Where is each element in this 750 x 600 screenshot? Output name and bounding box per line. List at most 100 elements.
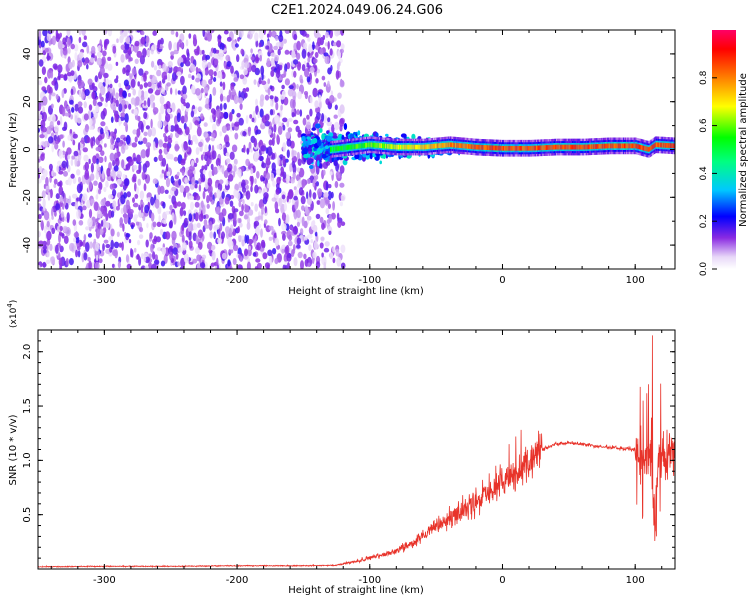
heatmap-cell <box>329 252 334 260</box>
heatmap-cell <box>184 114 188 123</box>
heatmap-cell <box>83 252 88 261</box>
carrier-segment <box>394 144 397 150</box>
heatmap-cell <box>250 56 255 61</box>
heatmap-cell <box>176 127 182 134</box>
heatmap-cell <box>284 30 291 34</box>
heatmap-cell <box>238 235 242 240</box>
carrier-segment <box>600 143 603 149</box>
heatmap-cell <box>43 204 46 211</box>
heatmap-cell <box>288 85 294 90</box>
heatmap-cell <box>46 220 50 228</box>
heatmap-cell <box>286 139 292 147</box>
heatmap-cell <box>83 234 87 242</box>
heatmap-cell <box>180 159 186 166</box>
heatmap-cell <box>169 219 173 229</box>
carrier-segment <box>402 144 404 150</box>
heatmap-cell <box>221 165 225 175</box>
snr-panel: -300 -200 -100 0 100 0.51.01.52.0 Height of … <box>6 300 676 596</box>
carrier-segment <box>437 143 439 149</box>
heatmap-cell <box>150 118 153 129</box>
heatmap-cell <box>204 224 210 229</box>
carrier-segment <box>654 142 657 148</box>
heatmap-cell <box>181 170 185 176</box>
heatmap-cell <box>245 87 250 92</box>
heatmap-cell <box>163 133 167 138</box>
carrier-segment <box>635 143 638 149</box>
heatmap-cell <box>132 197 135 204</box>
carrier-segment <box>331 147 333 152</box>
heatmap-cell <box>88 208 93 219</box>
heatmap-cell <box>282 117 288 123</box>
heatmap-cell <box>300 78 304 84</box>
carrier-segment <box>666 143 668 148</box>
heatmap-cell <box>157 41 161 49</box>
heatmap-cell <box>170 54 174 60</box>
heatmap-cell <box>325 199 330 204</box>
colorbar-tick-label: 0.6 <box>699 118 709 133</box>
carrier-segment <box>354 144 356 149</box>
heatmap-cell <box>222 96 226 101</box>
heatmap-cell <box>319 48 324 55</box>
heatmap-cell <box>89 118 93 126</box>
heatmap-cell <box>319 216 324 224</box>
heatmap-cell <box>255 258 261 263</box>
carrier-segment <box>468 144 470 149</box>
heatmap-cell <box>244 92 248 98</box>
heatmap-cell <box>251 117 255 123</box>
heatmap-cell <box>114 249 118 259</box>
heatmap-cell <box>214 224 220 230</box>
heatmap-cell <box>92 155 97 164</box>
heatmap-cell <box>152 107 159 115</box>
heatmap-cell <box>177 247 184 253</box>
carrier-segment <box>451 142 453 148</box>
heatmap-cell <box>48 93 52 101</box>
carrier-segment <box>637 144 640 149</box>
heatmap-cell <box>87 217 93 228</box>
heatmap-cell <box>262 252 268 260</box>
heatmap-cell <box>68 61 73 70</box>
heatmap-cell <box>167 61 173 68</box>
heatmap-cell <box>330 212 336 220</box>
heatmap-cell <box>253 79 257 85</box>
heatmap-cell <box>38 80 43 86</box>
heatmap-cell <box>221 191 225 200</box>
heatmap-cell <box>135 221 140 226</box>
heatmap-cell <box>285 174 291 183</box>
heatmap-cell <box>190 201 194 211</box>
heatmap-cell <box>283 70 287 78</box>
carrier-segment <box>408 144 410 150</box>
heatmap-cell <box>59 134 64 140</box>
heatmap-cell <box>85 265 90 269</box>
heatmap-cell <box>336 212 340 221</box>
carrier-segment <box>426 144 429 150</box>
heatmap-cell <box>152 141 156 151</box>
heatmap-cell <box>146 222 149 229</box>
heatmap-cell <box>234 121 240 127</box>
heatmap-cell <box>143 256 147 262</box>
heatmap-cell <box>284 78 290 86</box>
carrier-segment <box>555 144 557 150</box>
heatmap-cell <box>287 240 293 247</box>
heatmap-cell <box>195 157 199 164</box>
heatmap-cell <box>133 164 138 171</box>
heatmap-cell <box>124 178 130 187</box>
carrier-segment <box>560 144 562 150</box>
heatmap-cell <box>302 144 306 148</box>
carrier-segment <box>620 143 623 149</box>
heatmap-cell <box>201 165 205 171</box>
heatmap-cell <box>105 222 110 228</box>
heatmap-cell <box>140 203 144 214</box>
carrier-segment <box>646 146 648 152</box>
heatmap-cell <box>108 209 113 219</box>
heatmap-cell <box>223 135 229 143</box>
carrier-segment <box>609 143 611 149</box>
carrier-segment <box>356 143 358 149</box>
heatmap-cell <box>131 45 134 53</box>
heatmap-cell <box>259 156 264 161</box>
heatmap-cell <box>142 163 147 173</box>
heatmap-cell <box>99 92 102 100</box>
heatmap-cell <box>312 224 318 233</box>
carrier-segment <box>634 143 637 149</box>
heatmap-cell <box>287 88 294 97</box>
heatmap-cell <box>150 196 155 206</box>
